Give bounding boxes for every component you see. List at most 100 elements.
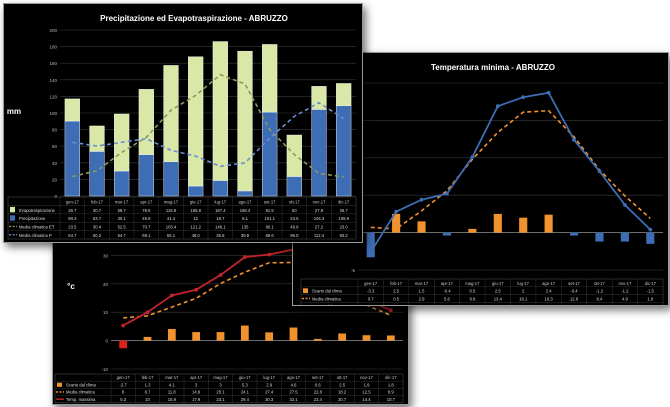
tmin-legend-key bbox=[303, 288, 308, 294]
prec-ytick: 140 bbox=[49, 78, 57, 83]
prec-ytick: 40 bbox=[52, 161, 58, 166]
tmin-line-temp-minima-point bbox=[648, 227, 653, 232]
prec-ytick: 80 bbox=[52, 128, 58, 133]
prec-bar-evapotraspirazione bbox=[286, 134, 302, 177]
tmin-table-value: 16.9 bbox=[494, 304, 503, 305]
tmax-table-value: 24.1 bbox=[241, 390, 250, 395]
tmax-table-value: 3 bbox=[219, 382, 222, 387]
tmin-line-temp-minima-point bbox=[521, 95, 526, 100]
tmax-anomaly-bar bbox=[289, 327, 298, 341]
tmin-title: Temperatura minima - ABRUZZO bbox=[431, 63, 555, 72]
prec-table-value: 146.1 bbox=[215, 225, 226, 230]
prec-table-value: 48.0 bbox=[192, 233, 201, 238]
tmin-table-value: 2.5 bbox=[393, 289, 399, 294]
tmax-anomaly-bar bbox=[192, 332, 201, 341]
tmax-table-value: 2.5 bbox=[339, 382, 345, 387]
tmax-legend-label: Media climatica bbox=[66, 390, 96, 395]
tmin-line-temp-minima-point bbox=[394, 209, 399, 214]
tmax-anomaly-bar bbox=[265, 332, 274, 341]
tmin-table-value: 0.5 bbox=[469, 289, 475, 294]
tmin-table-value: 0.5 bbox=[393, 296, 399, 301]
tmax-table-value: 10 bbox=[145, 397, 150, 402]
tmax-legend-label: Scarto dal clima bbox=[66, 382, 96, 387]
tmax-table-value: 5.3 bbox=[242, 382, 248, 387]
prec-table-value: 6.1 bbox=[242, 216, 248, 221]
tmax-table-value: 30.3 bbox=[265, 397, 274, 402]
tmin-line-temp-minima-point bbox=[470, 155, 475, 159]
tmax-ylabel: °c bbox=[67, 282, 75, 291]
prec-legend-label: Media climatica ET bbox=[19, 225, 55, 230]
tmin-line-temp-minima-point bbox=[445, 191, 449, 196]
tmin-table-value: 9.8 bbox=[469, 296, 475, 301]
prec-bar-precipitazione bbox=[262, 111, 278, 197]
tmin-line-temp-minima-point bbox=[572, 137, 576, 142]
tmin-category-label: lug-17 bbox=[517, 281, 529, 286]
prec-category-label: gen-17 bbox=[66, 199, 80, 204]
tmax-line-temp-massima-point bbox=[267, 252, 272, 257]
prec-table-value: 49.9 bbox=[142, 216, 151, 221]
prec-table-value: 49.9 bbox=[290, 225, 299, 230]
tmax-table-value: 8.9 bbox=[388, 390, 394, 395]
temperatura-minima-svg: Temperatura minima - ABRUZZO-505101520ge… bbox=[300, 63, 664, 305]
tmax-table-value: 3 bbox=[195, 382, 198, 387]
tmin-table-value: -0.4 bbox=[443, 289, 451, 294]
prec-ytick: 20 bbox=[52, 177, 58, 182]
prec-ytick: 160 bbox=[49, 61, 57, 66]
prec-bar-evapotraspirazione bbox=[89, 125, 105, 152]
tmax-table-value: 1.3 bbox=[145, 382, 151, 387]
tmax-anomaly-bar bbox=[362, 335, 371, 341]
tmin-table-value: 8.4 bbox=[597, 296, 603, 301]
tmax-line-temp-massima-point bbox=[242, 255, 247, 260]
prec-table-value: 108.9 bbox=[338, 216, 349, 221]
tmin-category-label: ago-17 bbox=[542, 281, 556, 286]
tmin-table-value: 4.9 bbox=[622, 296, 628, 301]
prec-category-label: apr-17 bbox=[140, 199, 153, 204]
tmin-anomaly-bar bbox=[442, 232, 452, 236]
prec-table-value: 64.7 bbox=[68, 233, 77, 238]
tmax-anomaly-bar bbox=[386, 335, 395, 341]
tmin-table-value: -1.2 bbox=[596, 289, 604, 294]
tmin-table-value: 2.9 bbox=[419, 296, 425, 301]
prec-table-frame bbox=[7, 196, 357, 240]
prec-line-media-climatica-et bbox=[72, 73, 344, 178]
prec-bar-precipitazione bbox=[89, 151, 105, 197]
prec-table-value: 155.8 bbox=[190, 208, 201, 213]
tmax-table-value: 14.4 bbox=[362, 397, 371, 402]
tmax-table-value: 4.1 bbox=[169, 382, 175, 387]
tmax-table-value: 15.9 bbox=[168, 397, 177, 402]
tmin-table-value: 5.2 bbox=[444, 304, 450, 305]
tmax-table-value: 27.4 bbox=[265, 390, 274, 395]
prec-table-value: 168.4 bbox=[240, 208, 251, 213]
tmax-table-value: 10.7 bbox=[387, 397, 396, 402]
prec-table-value: 26.7 bbox=[340, 208, 349, 213]
tmin-category-label: mag-17 bbox=[465, 281, 480, 286]
prec-bar-evapotraspirazione bbox=[188, 56, 204, 187]
tmax-ytick: 20 bbox=[103, 282, 109, 287]
tmax-ytick: 10 bbox=[103, 310, 109, 315]
prec-bar-precipitazione bbox=[138, 154, 154, 197]
tmax-table-value: 18.2 bbox=[338, 390, 347, 395]
tmax-table-value: 11.8 bbox=[168, 390, 177, 395]
tmin-table-value: 1.9 bbox=[647, 296, 653, 301]
prec-bar-evapotraspirazione bbox=[311, 86, 327, 110]
tmin-table-value: -3.3 bbox=[367, 289, 375, 294]
tmin-table-value: 18.1 bbox=[519, 304, 528, 305]
tmax-category-label: mag-17 bbox=[213, 375, 228, 380]
tmax-table-value: 23.4 bbox=[314, 397, 323, 402]
prec-table-value: 27.2 bbox=[315, 225, 324, 230]
prec-bar-precipitazione bbox=[237, 190, 253, 197]
prec-table-value: 115.9 bbox=[166, 208, 177, 213]
tmin-table-value: 4.4 bbox=[419, 304, 425, 305]
tmax-ytick: 0 bbox=[105, 339, 108, 344]
prec-table-value: 39.9 bbox=[241, 233, 250, 238]
prec-legend-label: Evapotraspirazione bbox=[19, 208, 56, 213]
tmax-anomaly-bar bbox=[216, 332, 225, 341]
prec-category-label: ott-17 bbox=[289, 199, 300, 204]
tmin-table-value: 10.1 bbox=[468, 304, 477, 305]
tmin-table-value: -1.5 bbox=[647, 289, 655, 294]
tmax-ytick: 30 bbox=[103, 253, 109, 258]
prec-table-value: 167.4 bbox=[215, 208, 226, 213]
prec-table-value: 90.3 bbox=[68, 216, 77, 221]
tmax-table-value: 5.3 bbox=[120, 397, 126, 402]
tmax-anomaly-bar bbox=[240, 325, 249, 341]
